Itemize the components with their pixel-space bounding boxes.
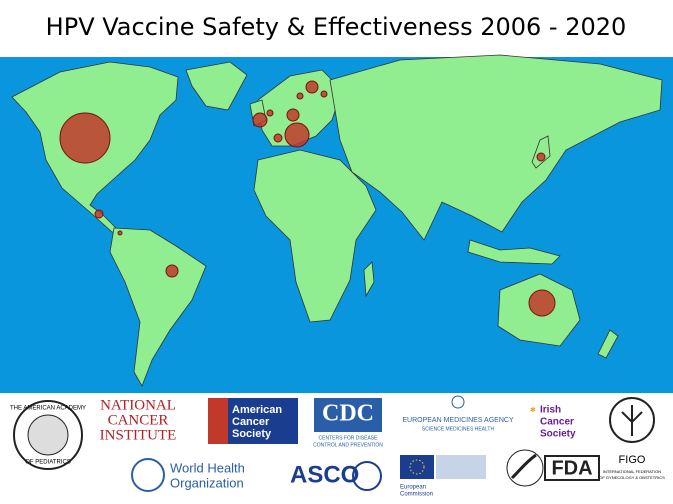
cdc-logo: CDC CENTERS FOR DISEASE CONTROL AND PREV… [313,398,383,448]
aap-bottom: OF PEDIATRICS [25,460,71,466]
ics-icon: ✱ [530,406,536,414]
africa [253,149,377,323]
aap-logo: THE AMERICAN ACADEMY OF PEDIATRICS [10,400,86,470]
cdc-line2: CONTROL AND PREVENTION [313,442,383,448]
south-america [109,227,207,387]
figo-name: FIGO [619,454,646,466]
asco-ring [352,461,382,491]
acs-line2: Cancer [232,416,270,428]
bubble [536,152,546,162]
acs-line1: American [232,404,282,416]
ec-flag [400,455,434,479]
figo-line1: INTERNATIONAL FEDERATION [603,469,661,474]
aap-center [27,414,69,456]
hhs-eagle [510,453,537,480]
who-line1: World Health [170,460,245,475]
bubble [320,90,328,98]
ema-logo: EUROPEAN MEDICINES AGENCY SCIENCE MEDICI… [402,395,514,432]
bubble [117,230,123,236]
ec-stars [409,459,425,475]
nci-line2: CANCER [108,412,169,428]
asco-name: ASCO [290,461,359,488]
fda-logo: FDA [506,449,600,487]
bubble [266,109,274,117]
bubble [296,92,304,100]
bubble [305,80,319,94]
ema-tagline: SCIENCE MEDICINES HEALTH [422,426,495,432]
asia [329,54,663,241]
aap-top: THE AMERICAN ACADEMY [10,406,86,412]
bubble [94,209,104,219]
bubble [273,133,283,143]
new-zealand [597,329,619,359]
ics-logo: ✱ Irish Cancer Society [530,405,576,440]
cdc-box [314,398,382,432]
who-emblem [131,458,165,492]
figo-line2: OF GYNECOLOGY & OBSTETRICS [599,475,665,480]
bubbles [59,80,556,317]
greenland [185,61,248,111]
ics-line1: Irish [540,405,561,416]
ec-line2: Commission [400,492,433,498]
world-map [0,54,673,393]
bubble [59,112,111,164]
fda-box [544,455,600,481]
who-logo: World Health Organization [131,458,245,492]
ics-line2: Cancer [540,417,574,428]
figo-tree [621,405,643,436]
nci-logo: NATIONAL CANCER INSTITUTE [100,397,177,443]
bubble [528,289,556,317]
nci-line3: INSTITUTE [100,427,177,443]
indonesia [467,239,561,265]
bubble [252,112,268,128]
acs-line3: Society [232,428,272,440]
nci-line1: NATIONAL [100,397,176,413]
bubble [284,122,310,148]
acs-sword [208,398,228,444]
ics-line3: Society [540,429,576,440]
cdc-line1: CENTERS FOR DISEASE [319,435,379,441]
ec-building [436,455,486,479]
logos: THE AMERICAN ACADEMY OF PEDIATRICS NATIO… [10,395,665,498]
hhs-seal [506,449,544,487]
ema-name: EUROPEAN MEDICINES AGENCY [402,417,514,424]
ec-logo: European Commission [400,455,486,498]
title: HPV Vaccine Safety & Effectiveness 2006 … [46,13,627,41]
ema-icon [451,395,465,409]
asco-logo: ASCO [290,461,382,491]
bubble [165,264,179,278]
who-line2: Organization [170,475,244,490]
fda-name: FDA [551,457,592,479]
madagascar [363,261,375,298]
bubble [286,108,300,122]
figo-logo: FIGO INTERNATIONAL FEDERATION OF GYNECOL… [599,397,665,480]
cdc-name: CDC [322,401,374,427]
ec-line1: European [400,485,426,491]
japan [531,135,551,169]
acs-logo: American Cancer Society [208,398,298,444]
